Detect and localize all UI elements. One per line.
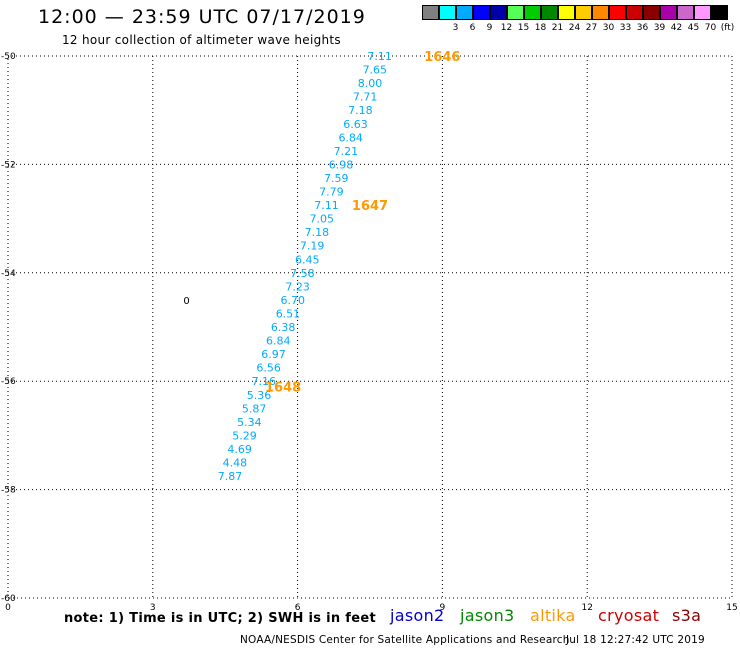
wave-height-label: 6.38 bbox=[271, 321, 296, 334]
map-frame bbox=[7, 55, 733, 599]
legend-label: 36 bbox=[636, 23, 649, 33]
wave-height-label: 7.58 bbox=[290, 267, 315, 280]
wave-height-label: 6.98 bbox=[329, 158, 354, 171]
wave-height-label: 6.70 bbox=[281, 294, 306, 307]
pass-time-label: 1648 bbox=[265, 381, 301, 396]
wave-height-label: 7.21 bbox=[334, 145, 359, 158]
lon-tick-label: 15 bbox=[726, 603, 737, 613]
wave-height-label: 4.48 bbox=[223, 457, 248, 470]
altimeter-track: 7.117.658.007.717.186.636.847.216.987.59… bbox=[183, 50, 460, 483]
legend-swatch bbox=[660, 5, 677, 20]
wave-height-label: 7.87 bbox=[218, 470, 243, 483]
legend-label: 42 bbox=[670, 23, 683, 33]
wave-height-label: 6.45 bbox=[295, 253, 320, 266]
map-grid bbox=[8, 56, 732, 598]
wave-height-label: 5.34 bbox=[237, 416, 262, 429]
wave-height-label: 8.00 bbox=[358, 77, 383, 90]
wave-height-label: 6.97 bbox=[261, 348, 286, 361]
lat-tick-label: -56 bbox=[1, 377, 16, 387]
legend-label: 6 bbox=[469, 23, 476, 33]
legend-label: 9 bbox=[486, 23, 493, 33]
legend-label: 15 bbox=[517, 23, 530, 33]
lon-tick-label: 6 bbox=[295, 603, 301, 613]
credit-line: NOAA/NESDIS Center for Satellite Applica… bbox=[240, 634, 570, 646]
map-title: 12:00 — 23:59 UTC 07/17/2019 bbox=[38, 6, 366, 28]
axis-tick-labels: 0 3 6 9 12 15 -50 -52 -54 -56 -58 -60 bbox=[1, 52, 738, 613]
legend-label: 3 bbox=[452, 23, 459, 33]
wave-height-label: 7.18 bbox=[305, 226, 330, 239]
legend-swatch bbox=[422, 5, 439, 20]
lon-tick-label: 0 bbox=[5, 603, 11, 613]
legend-swatch bbox=[694, 5, 711, 20]
pass-time-label: 1646 bbox=[424, 50, 460, 65]
legend-swatch bbox=[524, 5, 541, 20]
legend-swatch bbox=[473, 5, 490, 20]
legend-label: 39 bbox=[653, 23, 666, 33]
legend-swatch bbox=[439, 5, 456, 20]
map-subtitle: 12 hour collection of altimeter wave hei… bbox=[62, 33, 341, 47]
isolated-wave-label: 0 bbox=[183, 296, 189, 307]
generation-timestamp: Jul 18 12:27:42 UTC 2019 bbox=[566, 634, 705, 646]
legend-label: 30 bbox=[602, 23, 615, 33]
legend-swatch bbox=[558, 5, 575, 20]
wave-height-label: 7.11 bbox=[367, 50, 392, 63]
wave-height-label: 7.05 bbox=[309, 213, 334, 226]
wave-height-label: 6.51 bbox=[276, 307, 301, 320]
wave-height-label: 7.23 bbox=[285, 280, 310, 293]
legend-swatch bbox=[711, 5, 728, 20]
legend-swatch bbox=[626, 5, 643, 20]
legend-label: 18 bbox=[534, 23, 547, 33]
legend-label: 70 bbox=[704, 23, 717, 33]
legend-swatch bbox=[609, 5, 626, 20]
legend-swatch bbox=[456, 5, 473, 20]
satellite-label: jason3 bbox=[460, 606, 515, 625]
lon-tick-label: 12 bbox=[581, 603, 592, 613]
lat-tick-label: -60 bbox=[1, 594, 16, 604]
lon-tick-label: 9 bbox=[440, 603, 446, 613]
legend-swatch bbox=[490, 5, 507, 20]
wave-height-label: 7.18 bbox=[348, 104, 373, 117]
lat-tick-label: -50 bbox=[1, 52, 16, 62]
legend-swatch bbox=[677, 5, 694, 20]
wave-height-label: 7.59 bbox=[324, 172, 349, 185]
legend-label: 33 bbox=[619, 23, 632, 33]
satellite-label: jason2 bbox=[390, 606, 445, 625]
wave-height-label: 7.65 bbox=[363, 64, 388, 77]
wave-height-label: 5.87 bbox=[242, 402, 267, 415]
legend-swatch bbox=[541, 5, 558, 20]
wave-height-label: 6.56 bbox=[256, 362, 281, 375]
satellite-label: altika bbox=[530, 606, 576, 625]
wave-height-label: 7.11 bbox=[314, 199, 339, 212]
legend-swatch bbox=[575, 5, 592, 20]
legend-label: 24 bbox=[568, 23, 581, 33]
legend-swatch bbox=[592, 5, 609, 20]
legend-label: 12 bbox=[500, 23, 513, 33]
satellite-label: s3a bbox=[672, 606, 702, 625]
lat-tick-label: -58 bbox=[1, 486, 16, 496]
satellite-label: cryosat bbox=[598, 606, 660, 625]
wave-height-label: 5.36 bbox=[247, 389, 272, 402]
pass-time-label: 1647 bbox=[352, 199, 388, 214]
wave-height-label: 7.79 bbox=[319, 186, 344, 199]
legend-swatch bbox=[507, 5, 524, 20]
legend-label: 27 bbox=[585, 23, 598, 33]
legend-label: 21 bbox=[551, 23, 564, 33]
wave-height-label: 6.63 bbox=[343, 118, 368, 131]
wave-height-label: 7.71 bbox=[353, 91, 378, 104]
legend-label: (ft) bbox=[720, 23, 735, 33]
wave-height-label: 6.84 bbox=[338, 131, 363, 144]
wave-height-label: 7.16 bbox=[252, 375, 277, 388]
legend-swatch bbox=[643, 5, 660, 20]
wave-height-label: 6.84 bbox=[266, 335, 291, 348]
map-border bbox=[7, 55, 733, 599]
units-note: note: 1) Time is in UTC; 2) SWH is in fe… bbox=[64, 611, 376, 626]
lon-tick-label: 3 bbox=[150, 603, 156, 613]
wave-height-label: 7.19 bbox=[300, 240, 325, 253]
legend-label: 45 bbox=[687, 23, 700, 33]
lat-tick-label: -54 bbox=[1, 269, 16, 279]
wave-height-label: 5.29 bbox=[232, 429, 257, 442]
lat-tick-label: -52 bbox=[1, 160, 16, 170]
wave-height-label: 4.69 bbox=[227, 443, 252, 456]
